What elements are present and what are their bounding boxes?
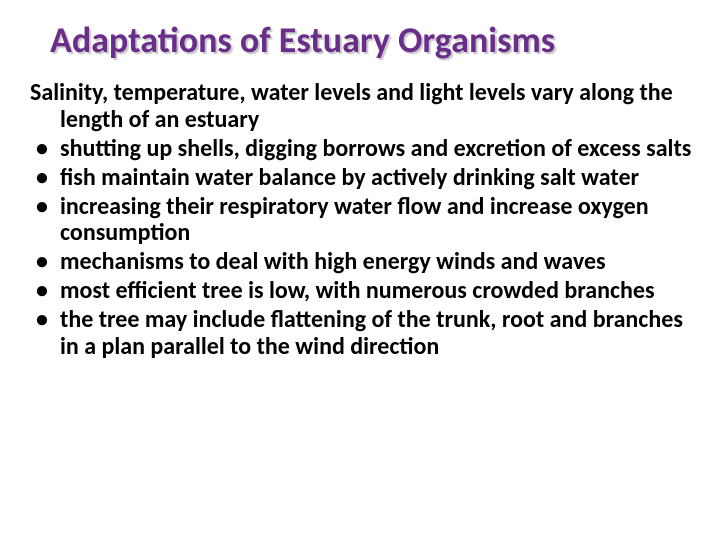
bullet-list: shutting up shells, digging borrows and … bbox=[28, 136, 692, 361]
bullet-item: the tree may include flattening of the t… bbox=[30, 307, 692, 361]
slide: Adaptations of Estuary Organisms Salinit… bbox=[0, 0, 720, 540]
bullet-item: most efficient tree is low, with numerou… bbox=[30, 278, 692, 305]
bullet-item: mechanisms to deal with high energy wind… bbox=[30, 249, 692, 276]
bullet-item: shutting up shells, digging borrows and … bbox=[30, 136, 692, 163]
intro-text: Salinity, temperature, water levels and … bbox=[30, 80, 692, 134]
intro-wrap: Salinity, temperature, water levels and … bbox=[28, 80, 692, 134]
bullet-item: increasing their respiratory water flow … bbox=[30, 194, 692, 248]
bullet-item: fish maintain water balance by actively … bbox=[30, 165, 692, 192]
slide-title: Adaptations of Estuary Organisms bbox=[50, 18, 692, 62]
